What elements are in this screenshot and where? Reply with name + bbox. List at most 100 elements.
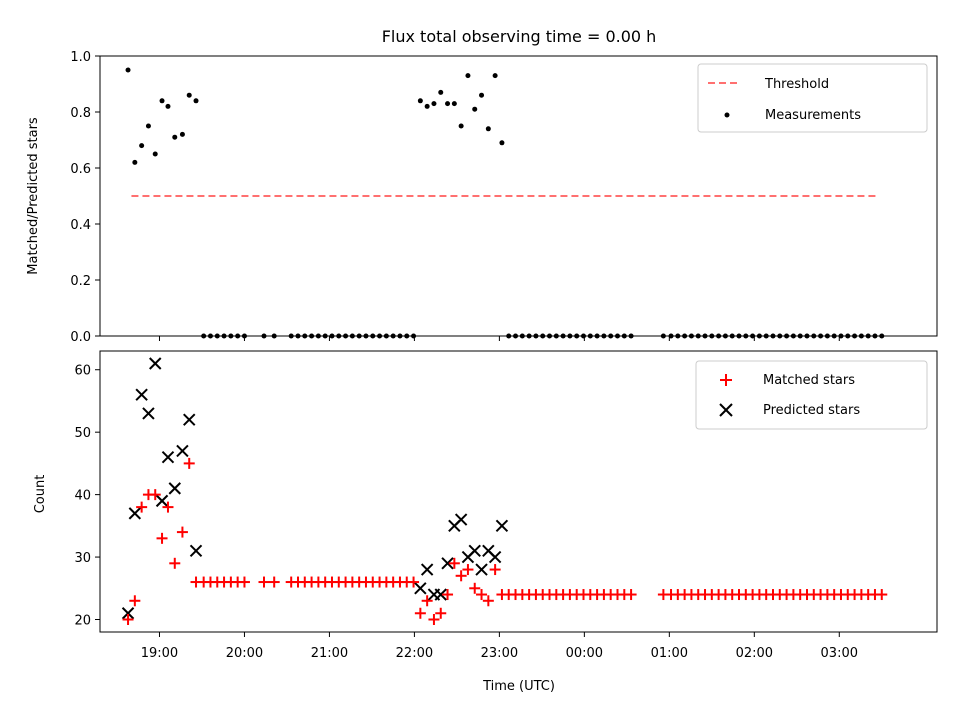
measurement-point: [492, 73, 498, 79]
predicted-star-point: [183, 413, 196, 426]
legend-predicted-label: Predicted stars: [763, 403, 860, 418]
matched-star-point: [435, 607, 447, 619]
bottom-y-tick-label: 50: [74, 426, 91, 441]
measurement-point: [193, 98, 199, 104]
measurement-point: [499, 140, 505, 146]
top-y-tick-label: 0.4: [70, 218, 91, 233]
x-tick-label: 22:00: [396, 646, 433, 661]
matched-star-point: [448, 557, 460, 569]
predicted-star-point: [149, 357, 162, 370]
legend-predicted-marker: [719, 403, 733, 417]
matched-star-point: [414, 607, 426, 619]
top-y-tick-label: 1.0: [70, 50, 91, 65]
top-y-tick-label: 0.2: [70, 274, 91, 289]
matched-star-point: [482, 595, 494, 607]
measurement-point: [485, 126, 491, 132]
matched-star-point: [476, 589, 488, 601]
top-axes-frame: [99, 55, 938, 337]
matched-star-point: [421, 595, 433, 607]
matched-star-point: [183, 457, 195, 469]
measurement-point: [165, 103, 171, 109]
x-tick-label: 19:00: [141, 646, 178, 661]
top-y-tick-label: 0.0: [70, 330, 91, 345]
measurement-point: [145, 123, 151, 129]
measurement-point: [132, 159, 138, 165]
matched-star-point: [462, 564, 474, 576]
measurement-point: [159, 98, 165, 104]
matched-star-point: [268, 576, 280, 588]
predicted-star-point: [468, 544, 481, 558]
x-tick-label: 03:00: [821, 646, 858, 661]
bottom-marks: [121, 357, 888, 626]
measurement-point: [179, 131, 185, 137]
matched-star-point: [122, 614, 134, 626]
matched-star-point: [238, 576, 250, 588]
bottom-y-tick-label: 40: [74, 489, 91, 504]
measurement-point: [458, 123, 464, 129]
predicted-star-point: [475, 563, 488, 576]
chart-title: Flux total observing time = 0.00 h: [382, 27, 657, 46]
predicted-star-point: [135, 388, 148, 401]
measurement-point: [152, 151, 158, 157]
matched-star-point: [176, 526, 188, 538]
matched-star-point: [258, 576, 270, 588]
predicted-star-point: [434, 588, 447, 601]
matched-star-point: [625, 589, 637, 601]
top-y-tick-label: 0.6: [70, 162, 91, 177]
matched-star-point: [156, 532, 168, 544]
top-y-axis-label: Matched/Predicted stars: [26, 117, 41, 275]
matched-star-point: [469, 582, 481, 594]
predicted-star-point: [414, 582, 427, 595]
x-tick-label: 02:00: [736, 646, 773, 661]
predicted-star-point: [495, 519, 509, 533]
predicted-star-point: [142, 407, 155, 420]
bottom-legend: Matched stars Predicted stars: [695, 360, 928, 430]
measurement-point: [451, 101, 457, 107]
measurement-point: [438, 89, 444, 95]
predicted-star-point: [176, 444, 189, 458]
bottom-y-tick-label: 20: [74, 614, 91, 629]
x-tick-label: 21:00: [311, 646, 348, 661]
measurement-point: [445, 101, 451, 107]
bottom-y-ticks: 20 30 40 50 60: [74, 364, 100, 629]
matched-star-point: [136, 501, 148, 513]
predicted-star-point: [454, 513, 468, 526]
bottom-panel: 20 30 40 50 60 19:00 20:00 21:00 22:00 23:00 00:0…: [33, 350, 938, 694]
predicted-star-point: [189, 544, 203, 558]
legend-matched-label: Matched stars: [763, 373, 855, 388]
matched-star-point: [876, 589, 888, 601]
predicted-star-point: [441, 557, 454, 570]
bottom-y-axis-label: Count: [33, 475, 48, 514]
measurement-point: [472, 106, 478, 112]
measurement-point: [479, 92, 485, 98]
measurement-point: [431, 101, 437, 107]
top-panel: 0.0 0.2 0.4 0.6 0.8 1.0 Matched/Predicted sta…: [26, 50, 938, 345]
x-tick-label: 20:00: [226, 646, 263, 661]
x-axis-label: Time (UTC): [482, 679, 555, 694]
measurement-point: [424, 103, 430, 109]
bottom-y-tick-label: 30: [74, 551, 91, 566]
measurement-point: [125, 67, 131, 73]
matched-star-point: [162, 501, 174, 513]
top-legend-box: [697, 63, 928, 133]
bottom-y-tick-label: 60: [74, 364, 91, 379]
matched-star-point: [442, 589, 454, 601]
x-tick-label: 01:00: [651, 646, 688, 661]
predicted-star-point: [121, 607, 135, 620]
bottom-x-ticks: 19:00 20:00 21:00 22:00 23:00 00:00 01:00 02:00…: [141, 632, 858, 661]
predicted-star-point: [488, 550, 502, 564]
top-y-ticks: 0.0 0.2 0.4 0.6 0.8 1.0: [70, 50, 100, 345]
measurement-point: [186, 92, 192, 98]
legend-matched-marker: [720, 374, 732, 386]
measurement-point: [172, 134, 178, 140]
x-tick-label: 23:00: [481, 646, 518, 661]
bottom-legend-box: [695, 360, 928, 430]
top-legend: Threshold Measurements: [697, 63, 928, 133]
measurement-point: [465, 73, 471, 79]
matched-star-point: [149, 489, 161, 501]
matched-star-point: [455, 570, 467, 582]
top-x-ticks: [158, 336, 840, 341]
top-y-tick-label: 0.8: [70, 106, 91, 121]
matched-star-point: [408, 576, 420, 588]
